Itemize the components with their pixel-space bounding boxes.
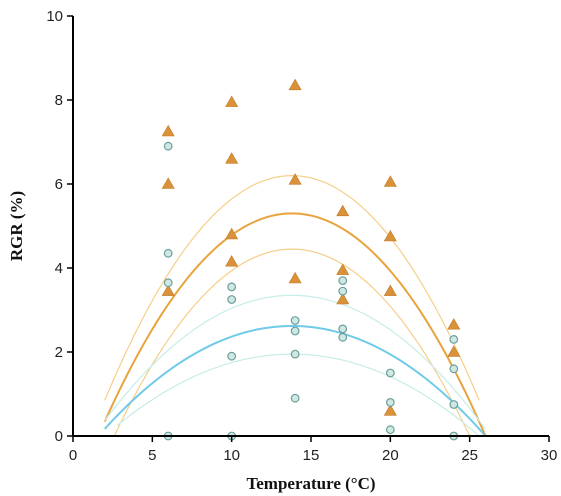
x-tick-label: 25: [461, 447, 478, 464]
data-points: [161, 78, 461, 441]
x-tick-label: 10: [223, 447, 240, 464]
x-tick-label: 30: [541, 447, 558, 464]
circle-point: [338, 286, 348, 296]
x-tick-label: 5: [148, 447, 156, 464]
triangle-point: [225, 152, 239, 164]
circle-point: [385, 368, 395, 378]
y-tick-label: 6: [55, 176, 63, 193]
fit-curve-1: [103, 212, 487, 437]
circle-point: [449, 335, 459, 344]
triangle-point: [288, 78, 302, 91]
y-tick-label: 10: [46, 8, 63, 25]
y-tick-label: 4: [55, 260, 63, 277]
triangle-point: [383, 175, 397, 187]
triangle-point: [336, 204, 350, 217]
fit-curve-5: [104, 294, 487, 430]
circle-point: [290, 349, 300, 359]
x-tick-label: 15: [303, 447, 320, 464]
circle-point: [290, 316, 300, 325]
triangle-point: [383, 284, 397, 296]
triangle-point: [336, 263, 350, 275]
x-tick-label: 20: [382, 447, 399, 464]
y-tick-label: 8: [55, 92, 63, 109]
circle-point: [385, 398, 395, 407]
y-tick-label: 0: [55, 428, 63, 445]
x-tick-label: 0: [69, 447, 77, 464]
triangle-point: [288, 173, 302, 185]
triangle-point: [447, 318, 461, 330]
triangle-point: [225, 95, 239, 107]
circle-point: [290, 326, 300, 336]
circle-point: [338, 324, 348, 334]
circle-point: [163, 141, 173, 151]
triangle-point: [225, 227, 239, 240]
triangle-point: [288, 271, 302, 284]
triangle-point: [161, 284, 175, 296]
triangle-point: [383, 404, 397, 416]
triangle-point: [447, 345, 461, 357]
circle-point: [227, 282, 237, 292]
triangle-point: [161, 177, 175, 189]
triangle-point: [161, 124, 175, 137]
circle-point: [338, 332, 348, 342]
y-axis-title: RGR (%): [7, 191, 26, 261]
fit-curve-4: [103, 324, 487, 437]
circle-point: [163, 278, 173, 288]
x-axis-title: Temperature (°C): [246, 474, 375, 493]
circle-point: [449, 400, 459, 409]
triangle-point: [225, 255, 239, 267]
fit-curve-3: [113, 248, 471, 437]
y-tick-label: 2: [55, 344, 63, 361]
circle-point: [227, 295, 237, 304]
fit-curve-6: [117, 353, 480, 437]
triangle-point: [336, 292, 350, 305]
fit-curve-2: [104, 174, 480, 401]
circle-point: [290, 393, 300, 403]
circle-point: [163, 248, 173, 258]
circle-point: [338, 276, 348, 286]
circle-point: [227, 351, 237, 361]
circle-point: [385, 425, 395, 435]
axis-ticks: 0 5 10 15 20 25 30 0 2 4 6 8 10: [46, 8, 557, 464]
triangle-point: [383, 229, 397, 242]
circle-point: [449, 364, 459, 374]
